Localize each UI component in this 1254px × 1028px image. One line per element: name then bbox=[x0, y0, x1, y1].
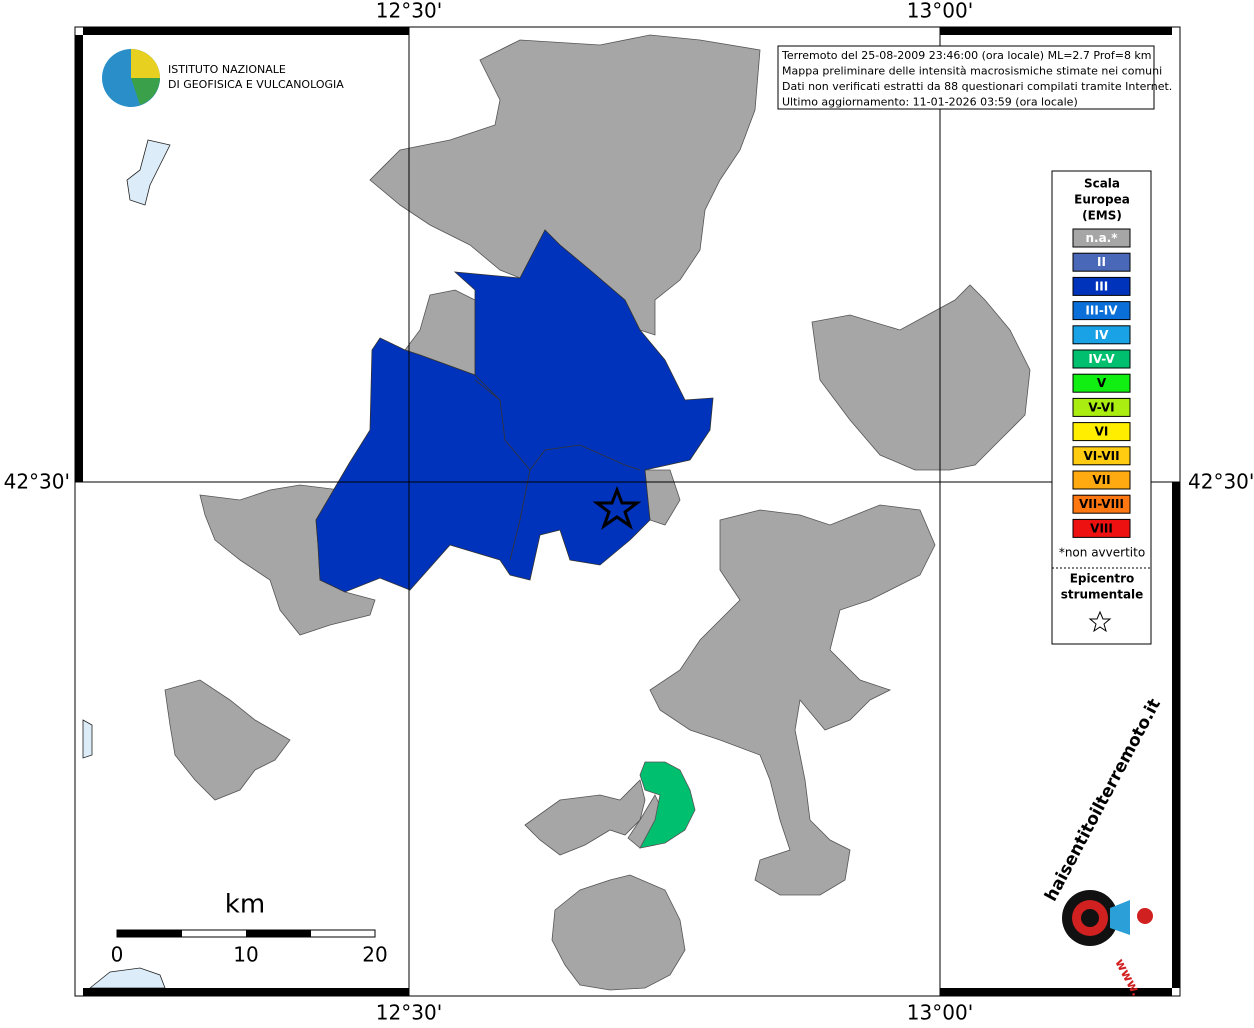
scale-label: 0 bbox=[111, 943, 124, 967]
legend-swatch bbox=[1072, 252, 1131, 272]
legend-label: III bbox=[1095, 279, 1108, 293]
legend-label: VII bbox=[1092, 473, 1110, 487]
lake bbox=[126, 139, 171, 206]
lake bbox=[82, 719, 93, 759]
institute-name: ISTITUTO NAZIONALE bbox=[168, 63, 286, 76]
legend-swatch bbox=[1072, 373, 1131, 393]
scale-label: 10 bbox=[233, 943, 258, 967]
legend-swatch bbox=[1072, 276, 1131, 296]
legend-label: II bbox=[1097, 255, 1106, 269]
legend-label: III-IV bbox=[1085, 304, 1118, 318]
graticule bbox=[75, 27, 1180, 996]
frame bbox=[74, 26, 1181, 997]
legend-label: VI-VII bbox=[1083, 449, 1119, 463]
ingv-logo bbox=[131, 78, 160, 105]
epicenter-star bbox=[592, 485, 642, 530]
legend-label: VI bbox=[1095, 425, 1109, 439]
lon-label: 12°30' bbox=[376, 1001, 442, 1025]
legend-note: *non avvertito bbox=[1059, 546, 1145, 560]
legend-label: IV-V bbox=[1088, 352, 1115, 366]
info-line: Dati non verificati estratti da 88 quest… bbox=[782, 80, 1172, 93]
legend-label: VII-VIII bbox=[1079, 497, 1124, 511]
lat-label: 42°30' bbox=[4, 470, 70, 494]
scale-bar bbox=[116, 929, 376, 938]
legend-swatch bbox=[1072, 301, 1131, 321]
info-box bbox=[777, 45, 1155, 110]
info-line: Mappa preliminare delle intensità macros… bbox=[782, 65, 1162, 78]
legend-swatch bbox=[1072, 397, 1131, 417]
scale-unit: km bbox=[225, 890, 265, 920]
legend-title: Scala bbox=[1084, 177, 1120, 191]
legend-epicenter: Epicentro bbox=[1070, 572, 1135, 586]
borders bbox=[474, 374, 641, 561]
municipalities-na bbox=[164, 34, 1031, 991]
lat-label: 42°30' bbox=[1188, 470, 1254, 494]
legend-swatch bbox=[1072, 446, 1131, 466]
info-line: Ultimo aggiornamento: 11-01-2026 03:59 (… bbox=[782, 96, 1078, 109]
legend-title: Europea bbox=[1074, 193, 1130, 207]
legend-epicenter: strumentale bbox=[1061, 588, 1144, 602]
municipality-iv-v bbox=[639, 761, 696, 849]
legend-swatch bbox=[1072, 228, 1131, 248]
lon-label: 13°00' bbox=[907, 0, 973, 23]
logo-text: haisentitoilterremoto.it bbox=[1041, 696, 1165, 905]
legend-label: n.a.* bbox=[1085, 231, 1118, 245]
hsit-logo bbox=[1062, 890, 1153, 946]
scale-label: 20 bbox=[362, 943, 387, 967]
lon-label: 12°30' bbox=[376, 0, 442, 23]
lon-label: 13°00' bbox=[907, 1001, 973, 1025]
legend-label: V-VI bbox=[1088, 400, 1114, 414]
legend-swatch bbox=[1072, 494, 1131, 514]
legend-label: VIII bbox=[1090, 521, 1113, 535]
ingv-logo bbox=[131, 49, 160, 78]
legend-swatch bbox=[1072, 349, 1131, 369]
legend-star bbox=[1088, 610, 1112, 633]
legend-title: (EMS) bbox=[1082, 209, 1122, 223]
lake bbox=[88, 967, 166, 989]
legend-swatch bbox=[1072, 325, 1131, 345]
legend-label: V bbox=[1097, 376, 1107, 390]
info-line: Terremoto del 25-08-2009 23:46:00 (ora l… bbox=[781, 49, 1152, 62]
legend-swatch bbox=[1072, 470, 1131, 490]
legend-label: IV bbox=[1095, 328, 1109, 342]
legend-swatch bbox=[1072, 518, 1131, 538]
institute-name: DI GEOFISICA E VULCANOLOGIA bbox=[168, 78, 344, 91]
legend-swatch bbox=[1072, 422, 1131, 442]
